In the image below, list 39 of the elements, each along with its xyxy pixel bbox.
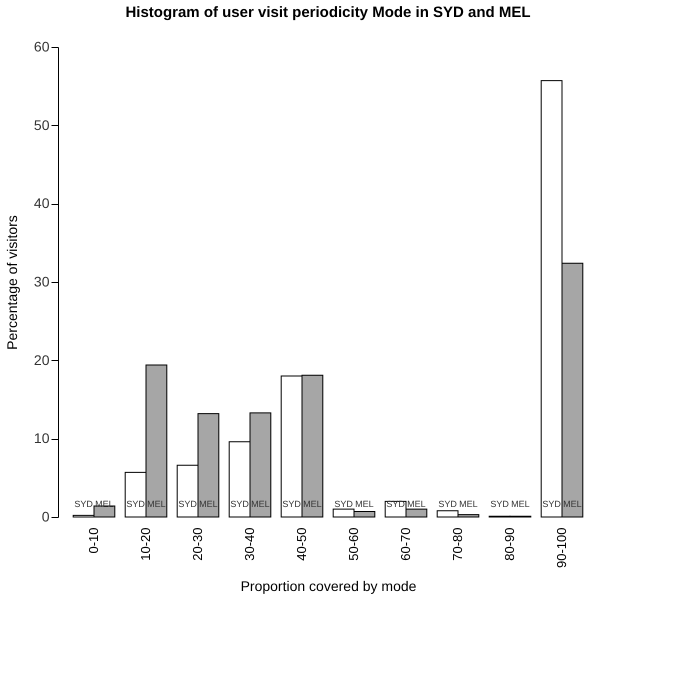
y-tick-label: 0 bbox=[42, 508, 50, 524]
y-tick-label: 50 bbox=[34, 116, 50, 133]
x-tick-label: 0-10 bbox=[86, 528, 101, 554]
text: MEL bbox=[199, 499, 218, 509]
y-tick-label: 40 bbox=[34, 195, 50, 212]
x-tick-label: 40-50 bbox=[294, 528, 309, 561]
x-axis-title: Proportion covered by mode bbox=[240, 578, 417, 594]
x-tick-label: 90-100 bbox=[554, 528, 569, 568]
text: SYD bbox=[282, 499, 301, 509]
text: MEL bbox=[459, 499, 478, 509]
text: SYD bbox=[490, 499, 509, 509]
text: MEL bbox=[147, 499, 166, 509]
text: SYD bbox=[542, 499, 561, 509]
text: SYD bbox=[438, 499, 457, 509]
series-label: MEL bbox=[407, 499, 426, 509]
x-tick-label: 80-90 bbox=[502, 528, 517, 561]
text: MEL bbox=[251, 499, 270, 509]
y-tick-label: 60 bbox=[34, 38, 50, 54]
x-tick-label: 20-30 bbox=[190, 528, 205, 561]
text: SYD bbox=[74, 499, 93, 509]
x-tick-label: 70-80 bbox=[450, 528, 465, 561]
text: SYD bbox=[230, 499, 249, 509]
text: SYD bbox=[126, 499, 145, 509]
y-tick-label: 10 bbox=[34, 430, 50, 446]
x-tick-label: 30-40 bbox=[242, 528, 257, 561]
x-tick-label: 50-60 bbox=[346, 528, 361, 561]
text: MEL bbox=[303, 499, 322, 509]
text: MEL bbox=[563, 499, 582, 509]
chart-title: Histogram of user visit periodicity Mode in SYD and MEL bbox=[125, 4, 531, 21]
y-axis-title: Percentage of visitors bbox=[4, 215, 20, 350]
text: MEL bbox=[511, 499, 530, 509]
y-tick-label: 20 bbox=[34, 352, 50, 368]
y-tick-label: 30 bbox=[34, 274, 50, 290]
text: SYD bbox=[386, 499, 405, 509]
text: SYD bbox=[178, 499, 197, 509]
x-tick-label: 10-20 bbox=[138, 528, 153, 561]
x-tick-label: 60-70 bbox=[398, 528, 413, 561]
text: MEL bbox=[355, 499, 374, 509]
series-label: SYD bbox=[334, 499, 354, 509]
